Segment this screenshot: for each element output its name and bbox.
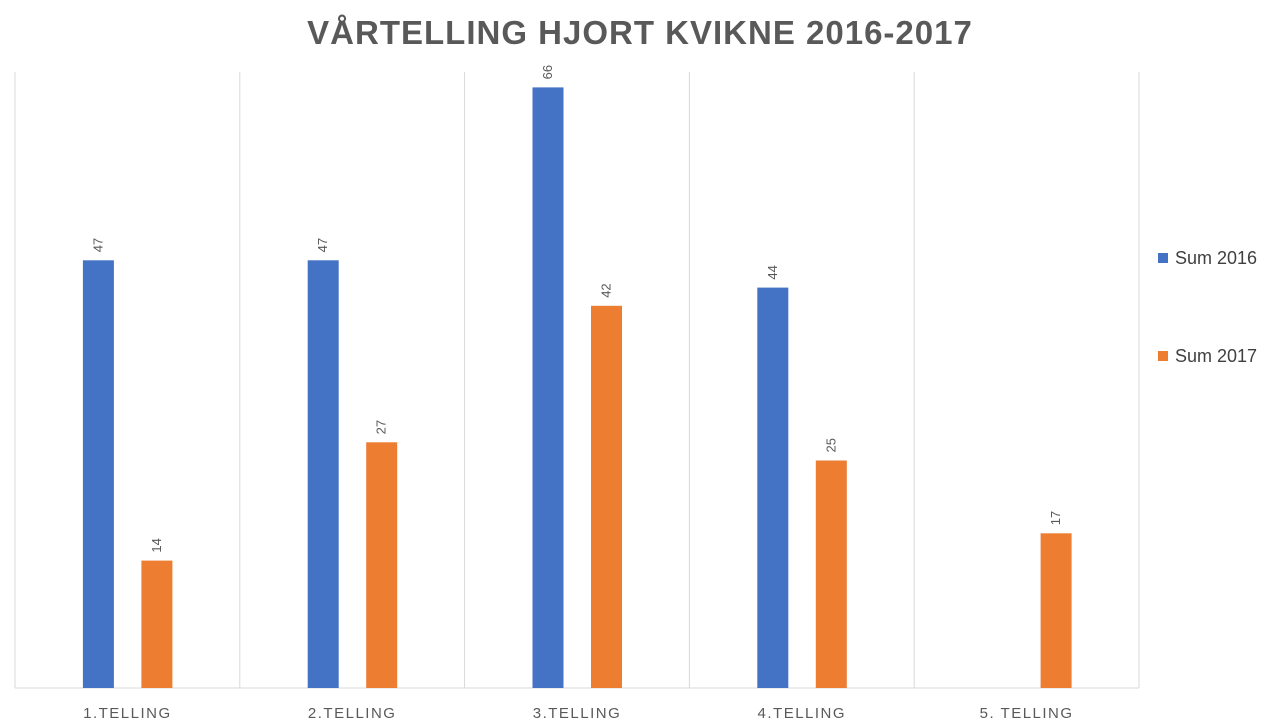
- data-label: 17: [1048, 511, 1063, 525]
- category-label: 1.TELLING: [83, 705, 172, 720]
- legend-item-sum-2016: Sum 2016: [1158, 246, 1257, 270]
- bar-sum-2016-2: [307, 260, 339, 688]
- category-gridlines: [14, 72, 1140, 689]
- chart-title: VÅRTELLING HJORT KVIKNE 2016-2017: [307, 14, 973, 51]
- category-label: 5. TELLING: [980, 705, 1074, 720]
- bar-sum-2017-3: [591, 305, 622, 688]
- legend-label-2017: Sum 2017: [1175, 345, 1258, 366]
- data-label: 25: [823, 438, 838, 452]
- bars: [82, 87, 1072, 688]
- legend-swatch-2017: [1158, 351, 1168, 361]
- data-label: 14: [149, 538, 164, 552]
- category-label: 3.TELLING: [533, 705, 622, 720]
- bar-sum-2017-2: [366, 442, 398, 688]
- legend: Sum 2016 Sum 2017: [1158, 246, 1257, 442]
- legend-item-sum-2017: Sum 2017: [1158, 344, 1257, 368]
- data-label: 66: [540, 65, 555, 79]
- bar-sum-2016-1: [82, 260, 114, 688]
- data-label: 27: [374, 420, 389, 434]
- bar-sum-2016-3: [532, 87, 564, 688]
- bar-sum-2017-1: [141, 560, 173, 688]
- category-label: 4.TELLING: [758, 705, 847, 720]
- data-label: 47: [315, 238, 330, 252]
- bar-sum-2016-4: [757, 287, 789, 688]
- bar-sum-2017-5: [1040, 533, 1072, 688]
- data-label: 42: [599, 283, 614, 297]
- data-label: 44: [765, 265, 780, 279]
- legend-label-2016: Sum 2016: [1175, 247, 1258, 268]
- category-axis: 1.TELLING 2.TELLING 3.TELLING 4.TELLING 5. T…: [83, 705, 1074, 720]
- legend-swatch-2016: [1158, 253, 1168, 263]
- data-labels: 47 14 47 27 66 42 44 25 17: [90, 65, 1063, 553]
- data-label: 47: [90, 238, 105, 252]
- bar-sum-2017-4: [815, 460, 847, 688]
- category-label: 2.TELLING: [308, 705, 397, 720]
